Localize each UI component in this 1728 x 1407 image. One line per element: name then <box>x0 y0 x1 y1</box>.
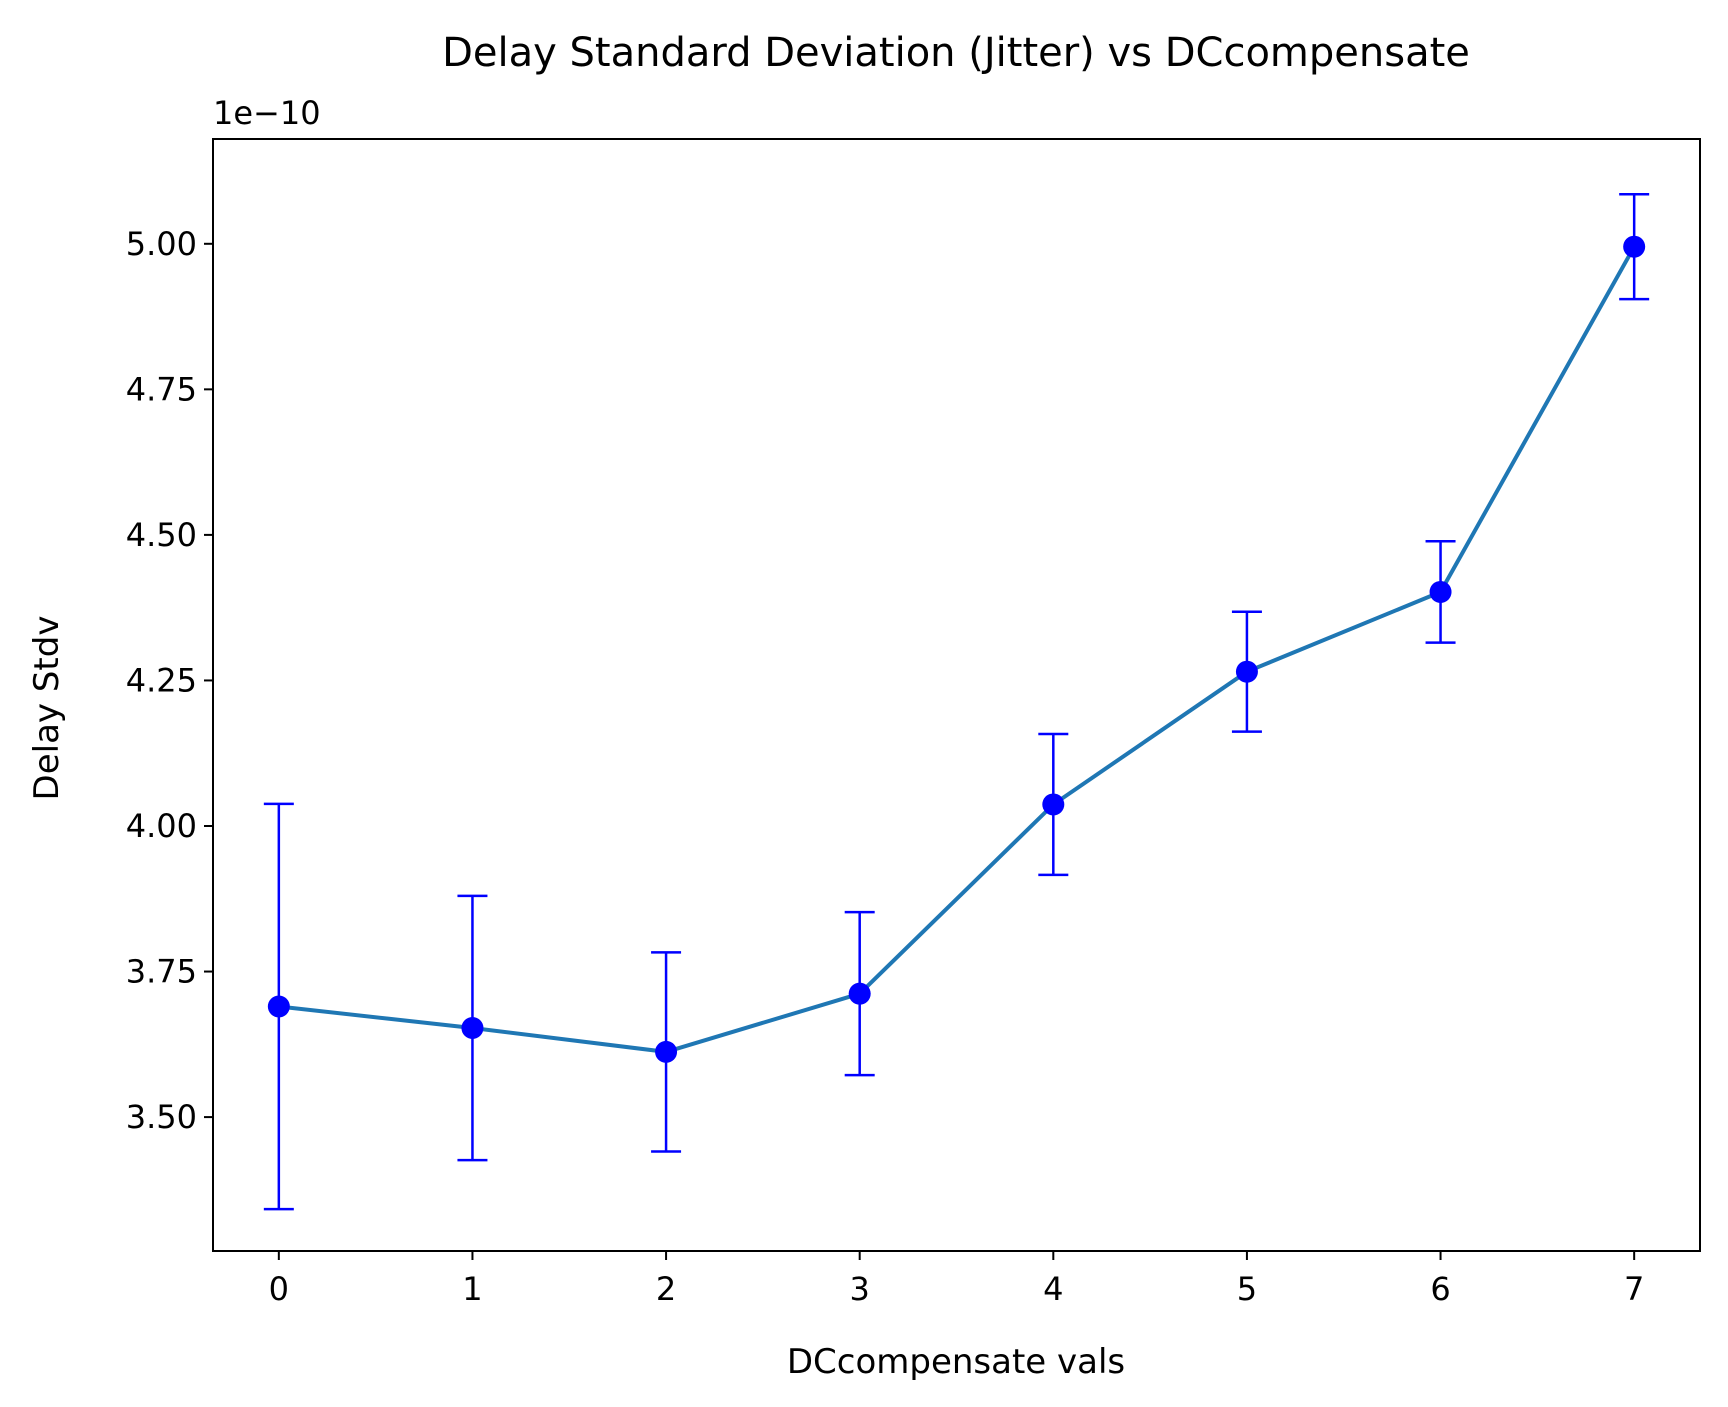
data-point <box>267 995 290 1018</box>
data-point <box>655 1040 678 1063</box>
plot-area <box>263 193 1650 1211</box>
x-tick-label: 4 <box>1043 1270 1063 1308</box>
x-tick-label: 2 <box>656 1270 676 1308</box>
data-point <box>1623 235 1646 258</box>
y-axis-ticks: 3.50 3.75 4.00 4.25 4.50 4.75 5.00 <box>126 225 213 1136</box>
y-tick-label: 4.25 <box>126 661 197 699</box>
x-axis-label: DCcompensate vals <box>787 1342 1125 1382</box>
y-tick-label: 4.50 <box>126 516 197 554</box>
series-line <box>278 245 1636 1054</box>
x-axis-ticks: 0 1 2 3 4 5 6 7 <box>269 1251 1644 1308</box>
x-tick-label: 3 <box>850 1270 870 1308</box>
x-tick-label: 0 <box>269 1270 289 1308</box>
chart-title: Delay Standard Deviation (Jitter) vs DCc… <box>442 30 1470 76</box>
data-point <box>1235 660 1258 683</box>
y-offset-label: 1e−10 <box>213 94 321 132</box>
y-tick-label: 3.75 <box>126 953 197 991</box>
y-tick-label: 5.00 <box>126 225 197 263</box>
y-axis-label: Delay Stdv <box>27 616 67 801</box>
y-tick-label: 4.00 <box>126 807 197 845</box>
x-tick-label: 7 <box>1624 1270 1644 1308</box>
data-point <box>1042 793 1065 816</box>
data-point <box>461 1017 484 1040</box>
data-point <box>1429 580 1452 603</box>
data-point <box>848 982 871 1005</box>
y-tick-label: 4.75 <box>126 370 197 408</box>
x-tick-label: 1 <box>462 1270 482 1308</box>
y-tick-label: 3.50 <box>126 1098 197 1136</box>
x-tick-label: 6 <box>1430 1270 1450 1308</box>
x-tick-label: 5 <box>1237 1270 1257 1308</box>
axes-frame <box>212 138 1701 1252</box>
